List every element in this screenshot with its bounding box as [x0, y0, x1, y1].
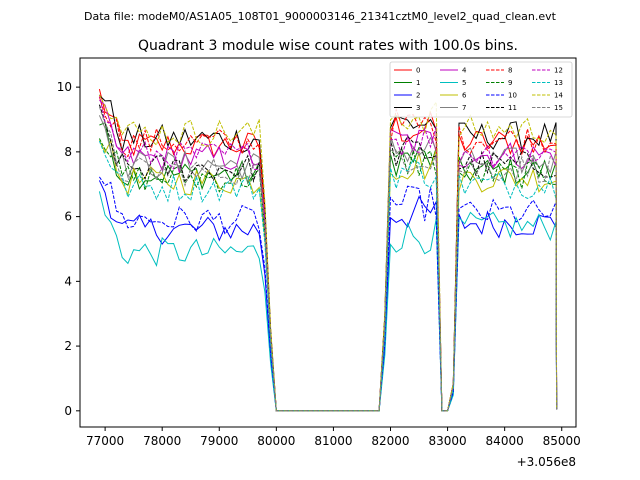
legend-label-0: 0 — [416, 67, 420, 75]
y-tick-label-5: 10 — [57, 80, 72, 94]
series-line-0 — [98, 88, 558, 412]
chart-suptitle: Data file: modeM0/AS1A05_108T01_90000031… — [84, 10, 557, 23]
x-tick-label-6: 83000 — [428, 434, 466, 448]
x-tick-label-7: 84000 — [486, 434, 524, 448]
x-tick-label-3: 80000 — [257, 434, 295, 448]
series-line-11 — [98, 104, 558, 412]
series-line-13 — [98, 140, 558, 412]
legend-label-11: 11 — [508, 104, 517, 112]
legend-label-13: 13 — [554, 79, 563, 87]
series-line-3 — [99, 94, 558, 412]
legend-label-1: 1 — [416, 79, 420, 87]
legend-label-7: 7 — [462, 104, 466, 112]
x-tick-label-4: 81000 — [314, 434, 352, 448]
series-line-6 — [98, 139, 558, 412]
legend-label-2: 2 — [416, 92, 420, 100]
x-tick-label-8: 85000 — [543, 434, 581, 448]
y-tick-label-3: 6 — [64, 210, 72, 224]
x-offset-label: +3.056e8 — [517, 455, 576, 469]
series-line-8 — [98, 96, 558, 412]
legend-label-5: 5 — [462, 79, 466, 87]
series-line-7 — [98, 115, 558, 412]
y-tick-label-2: 4 — [64, 274, 72, 288]
legend-label-10: 10 — [508, 92, 517, 100]
legend-label-4: 4 — [462, 67, 467, 75]
x-tick-label-2: 79000 — [200, 434, 238, 448]
y-tick-label-1: 2 — [64, 339, 72, 353]
axis-layer: 77000 78000 79000 80000 81000 82000 83000 84000… — [57, 80, 581, 448]
plot-frame — [79, 57, 577, 428]
x-tick-label-1: 78000 — [143, 434, 181, 448]
legend-label-8: 8 — [508, 67, 512, 75]
legend-box — [389, 61, 573, 118]
legend-label-15: 15 — [554, 104, 563, 112]
chart-title: Quadrant 3 module wise count rates with … — [138, 38, 518, 54]
legend-label-3: 3 — [416, 104, 420, 112]
series-layer — [98, 88, 558, 412]
legend-label-6: 6 — [462, 92, 467, 100]
legend-label-9: 9 — [508, 79, 512, 87]
x-tick-label-5: 82000 — [371, 434, 409, 448]
y-tick-label-4: 8 — [64, 145, 72, 159]
legend-label-12: 12 — [554, 67, 563, 75]
series-line-15 — [98, 106, 558, 412]
legend-label-14: 14 — [554, 92, 563, 100]
series-line-5 — [98, 191, 558, 412]
series-line-2 — [98, 180, 558, 412]
x-tick-label-0: 77000 — [86, 434, 124, 448]
y-tick-label-0: 0 — [64, 404, 72, 418]
